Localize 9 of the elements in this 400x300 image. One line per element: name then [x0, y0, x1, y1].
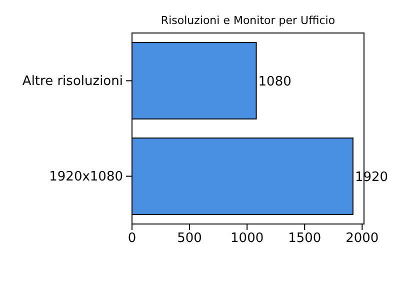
x-tick-label: 2000: [346, 231, 379, 246]
y-tick-label: 1920x1080: [49, 169, 123, 184]
chart-title: Risoluzioni e Monitor per Ufficio: [160, 14, 336, 27]
x-tick-label: 1000: [230, 231, 264, 246]
x-tick-label: 1500: [288, 231, 322, 246]
data-label: 1080: [258, 74, 292, 90]
y-tick-label: Altre risoluzioni: [22, 74, 123, 89]
x-tick-label: 0: [128, 231, 136, 246]
x-tick-label: 500: [177, 231, 202, 246]
